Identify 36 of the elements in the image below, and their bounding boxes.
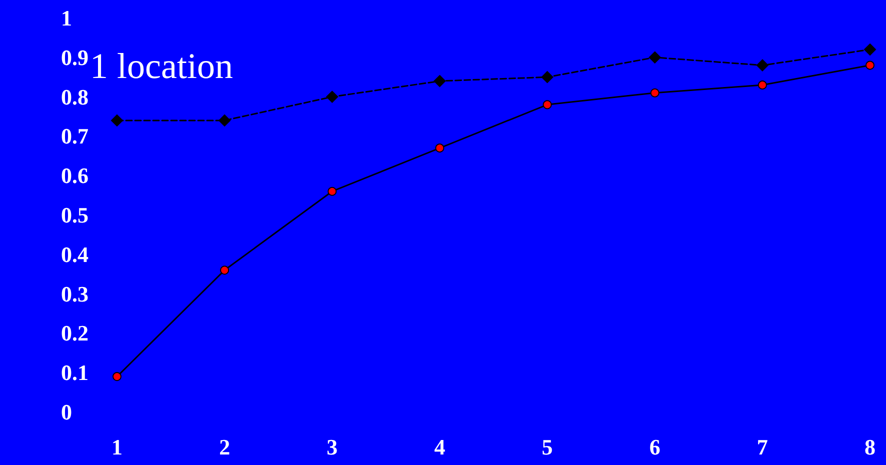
point: [112, 372, 122, 382]
y-tick-label: 1: [61, 6, 72, 30]
x-tick-label: 7: [756, 434, 768, 460]
y-tick-label: 0.6: [61, 163, 88, 188]
point: [434, 75, 446, 88]
x-tick-label: 1: [112, 434, 122, 460]
y-tick-label: 0.1: [61, 360, 88, 386]
point: [541, 71, 554, 84]
x-tick-label: 2: [219, 434, 230, 460]
point: [648, 51, 661, 64]
x-tick-label: 4: [434, 434, 446, 460]
y-tick-label: 0.9: [61, 44, 88, 70]
point: [542, 100, 552, 110]
y-tick-label: 0.7: [61, 124, 88, 149]
x-tick-label: 3: [326, 434, 338, 460]
point: [328, 186, 337, 196]
point: [435, 144, 444, 153]
point: [218, 114, 231, 126]
y-tick-label: 0.2: [61, 320, 88, 346]
point: [220, 266, 230, 275]
y-tick-label: 0.4: [61, 242, 88, 267]
point: [111, 114, 123, 126]
y-tick-label: 0.5: [61, 202, 88, 228]
annotation: 1 location: [90, 46, 233, 86]
point: [650, 88, 660, 98]
x-tick-label: 6: [649, 434, 660, 460]
y-tick-label: 0.3: [61, 281, 88, 306]
point: [864, 44, 876, 56]
point: [758, 80, 767, 90]
point: [326, 90, 338, 103]
y-tick-label: 0: [61, 400, 72, 424]
x-tick-label: 8: [864, 434, 876, 460]
point: [756, 59, 768, 72]
y-tick-label: 0.8: [61, 84, 88, 110]
x-tick-label: 5: [542, 434, 553, 460]
point: [866, 60, 874, 70]
